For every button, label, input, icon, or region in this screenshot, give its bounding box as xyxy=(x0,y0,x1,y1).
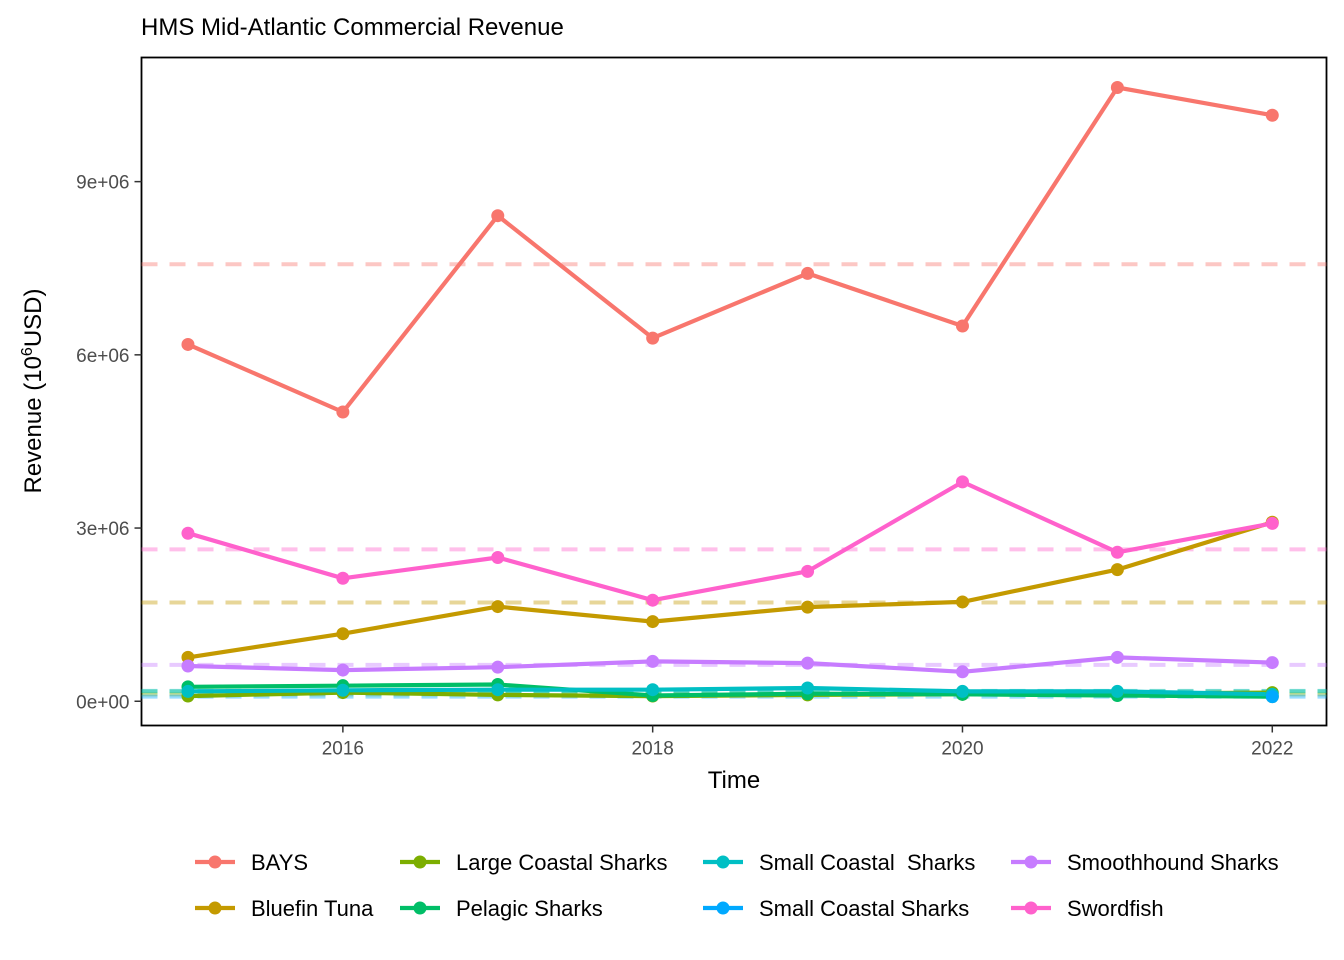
point-small-coastal-sharks-4-2021 xyxy=(1110,684,1124,698)
legend-item-pelagic-sharks-3: Pelagic Sharks xyxy=(400,896,603,921)
point-bays-0-2019 xyxy=(801,266,815,280)
series-line-swordfish-7 xyxy=(187,479,1273,603)
legend-key-point-0 xyxy=(208,855,222,869)
point-bluefin-tuna-1-2019 xyxy=(801,600,815,614)
point-bluefin-tuna-1-2021 xyxy=(1110,563,1124,577)
y-axis: 0e+00 3e+06 6e+06 9e+06 xyxy=(76,173,142,713)
point-bluefin-tuna-1-2018 xyxy=(646,615,660,629)
point-smoothhound-sharks-6-2017 xyxy=(491,660,505,674)
series-line-small-coastal-sharks-4 xyxy=(187,685,1273,697)
point-swordfish-7-2020 xyxy=(955,475,969,489)
x-axis-title: Time xyxy=(708,767,760,794)
x-axis: 2016 2018 2020 2022 xyxy=(322,725,1293,760)
legend-item-small-coastal-sharks-4: Small Coastal Sharks xyxy=(703,850,975,875)
legend-label-4: Small Coastal Sharks xyxy=(759,850,975,875)
point-bays-0-2020 xyxy=(955,319,969,333)
point-bays-0-2018 xyxy=(646,331,660,345)
chart-title: HMS Mid-Atlantic Commercial Revenue xyxy=(141,14,564,41)
y-axis-title: Revenue (106USD) xyxy=(19,288,47,493)
y-axis-title-superscript: 6 xyxy=(19,347,36,356)
point-small-coastal-sharks-4-2019 xyxy=(801,681,815,695)
point-swordfish-7-2017 xyxy=(491,550,505,564)
point-bays-0-2022 xyxy=(1265,108,1279,122)
series-points-layer xyxy=(181,81,1279,704)
series-lines-layer xyxy=(187,85,1273,699)
legend-key-point-4 xyxy=(716,855,730,869)
legend-label-7: Swordfish xyxy=(1067,896,1164,921)
point-swordfish-7-2016 xyxy=(336,571,350,585)
point-swordfish-7-2015 xyxy=(181,526,195,540)
y-tick-label-3: 9e+06 xyxy=(76,173,129,194)
x-tick-label-2016: 2016 xyxy=(322,739,364,760)
point-small-coastal-sharks-5-2022 xyxy=(1265,690,1279,704)
y-tick-label-2: 6e+06 xyxy=(76,346,129,367)
point-bluefin-tuna-1-2017 xyxy=(491,600,505,614)
series-line-smoothhound-sharks-6 xyxy=(187,655,1273,674)
point-swordfish-7-2021 xyxy=(1110,545,1124,559)
legend-label-1: Bluefin Tuna xyxy=(251,896,374,921)
point-smoothhound-sharks-6-2018 xyxy=(646,654,660,668)
legend-item-swordfish-7: Swordfish xyxy=(1011,896,1164,921)
legend-item-smoothhound-sharks-6: Smoothhound Sharks xyxy=(1011,850,1279,875)
y-tick-label-1: 3e+06 xyxy=(76,519,129,540)
legend-label-6: Smoothhound Sharks xyxy=(1067,850,1279,875)
series-line-pelagic-sharks-3 xyxy=(187,682,1273,699)
point-bays-0-2015 xyxy=(181,337,195,351)
legend-item-bluefin-tuna-1: Bluefin Tuna xyxy=(195,896,374,921)
point-swordfish-7-2022 xyxy=(1265,516,1279,530)
point-smoothhound-sharks-6-2020 xyxy=(955,665,969,679)
legend-item-small-coastal-sharks-5: Small Coastal Sharks xyxy=(703,896,969,921)
series-line-bluefin-tuna-1 xyxy=(187,520,1273,660)
point-smoothhound-sharks-6-2021 xyxy=(1110,650,1124,664)
legend-item-large-coastal-sharks-2: Large Coastal Sharks xyxy=(400,850,668,875)
y-axis-title-suffix: USD) xyxy=(20,288,47,347)
legend-key-point-3 xyxy=(413,901,427,915)
legend-key-point-7 xyxy=(1024,901,1038,915)
point-smoothhound-sharks-6-2015 xyxy=(181,659,195,673)
legend-label-2: Large Coastal Sharks xyxy=(456,850,668,875)
point-small-coastal-sharks-4-2017 xyxy=(491,683,505,697)
point-bluefin-tuna-1-2016 xyxy=(336,627,350,641)
legend-label-5: Small Coastal Sharks xyxy=(759,896,969,921)
legend-key-point-2 xyxy=(413,855,427,869)
y-axis-title-prefix: Revenue (10 xyxy=(20,356,47,493)
point-swordfish-7-2019 xyxy=(801,564,815,578)
point-smoothhound-sharks-6-2016 xyxy=(336,663,350,677)
legend-label-3: Pelagic Sharks xyxy=(456,896,603,921)
point-small-coastal-sharks-4-2018 xyxy=(646,683,660,697)
point-small-coastal-sharks-4-2016 xyxy=(336,683,350,697)
legend-key-point-5 xyxy=(716,901,730,915)
legend-label-0: BAYS xyxy=(251,850,308,875)
point-swordfish-7-2018 xyxy=(646,593,660,607)
point-small-coastal-sharks-4-2015 xyxy=(181,684,195,698)
point-bays-0-2016 xyxy=(336,405,350,419)
point-small-coastal-sharks-4-2020 xyxy=(955,684,969,698)
point-bays-0-2017 xyxy=(491,209,505,223)
series-line-bays-0 xyxy=(187,85,1273,415)
legend-key-point-1 xyxy=(208,901,222,915)
plot-panel xyxy=(140,56,1328,727)
point-bluefin-tuna-1-2020 xyxy=(955,595,969,609)
y-tick-label-0: 0e+00 xyxy=(76,692,129,713)
x-tick-label-2020: 2020 xyxy=(941,739,983,760)
point-smoothhound-sharks-6-2022 xyxy=(1265,656,1279,670)
point-smoothhound-sharks-6-2019 xyxy=(801,656,815,670)
point-bays-0-2021 xyxy=(1110,81,1124,95)
legend: BAYS Bluefin Tuna Large Coastal Sharks Pela… xyxy=(195,850,1279,921)
legend-item-bays-0: BAYS xyxy=(195,850,308,875)
x-tick-label-2018: 2018 xyxy=(632,739,674,760)
legend-key-point-6 xyxy=(1024,855,1038,869)
x-tick-label-2022: 2022 xyxy=(1251,739,1293,760)
